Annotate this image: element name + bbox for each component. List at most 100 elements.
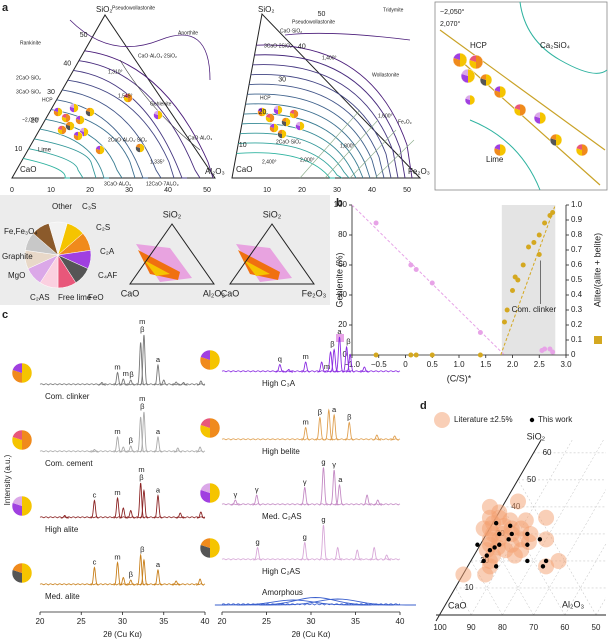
data-point — [501, 319, 507, 325]
peak-label: β — [129, 436, 134, 445]
phase-label: 1,545° — [118, 93, 133, 99]
glyph-wedge — [69, 106, 74, 113]
glyph-wedge — [128, 93, 133, 103]
this-work-point — [492, 545, 497, 550]
peak — [119, 507, 128, 519]
peak-label: γ — [255, 485, 259, 494]
mini-ternary — [129, 223, 215, 285]
pattern-label: Com. clinker — [45, 392, 90, 401]
isotherm — [23, 158, 70, 179]
isotherm — [252, 64, 399, 179]
glyph-wedge — [300, 121, 305, 131]
y2-tick-label: 0.7 — [571, 245, 583, 254]
glyph-wedge — [469, 59, 476, 69]
peak-label: β — [140, 402, 145, 411]
peak — [342, 345, 351, 373]
phase-label: CaO·SiO₂ — [280, 28, 302, 34]
isotherm — [45, 118, 123, 179]
peak-label: γ — [332, 460, 336, 469]
phase-label: HCP — [42, 97, 53, 103]
phase-glyph — [69, 103, 79, 113]
y-tick-label: 60 — [338, 260, 347, 269]
glyph-wedge — [480, 74, 486, 80]
glyph-wedge — [289, 112, 294, 119]
glyph-wedge — [200, 350, 210, 360]
glyph-wedge — [11, 502, 22, 516]
isotherm — [62, 89, 162, 179]
region — [144, 260, 170, 276]
peak — [329, 413, 339, 441]
phase-glyph — [269, 123, 279, 133]
isotherm — [241, 122, 357, 179]
literature-bubble — [478, 542, 495, 559]
glyph-wedge — [265, 116, 270, 123]
glyph-outline — [57, 125, 67, 135]
y-axis-label: Gehlenite (%) — [334, 252, 344, 307]
peak-label: m — [114, 427, 120, 436]
y-tick-label: 40 — [338, 290, 347, 299]
peak — [301, 361, 310, 373]
glyph-wedge — [273, 105, 278, 110]
literature-bubble — [517, 512, 534, 529]
glyph-wedge — [62, 125, 67, 135]
glyph-wedge — [465, 95, 470, 100]
peak — [319, 467, 328, 506]
glyph-wedge — [486, 74, 492, 86]
data-point — [429, 352, 435, 358]
phase-label: 2,400° — [262, 159, 277, 165]
x-tick-label: 2.5 — [534, 360, 546, 369]
peak — [136, 482, 145, 519]
peak-label: a — [156, 355, 161, 364]
glyph-wedge — [12, 436, 22, 450]
legend-label: C₂A — [100, 247, 115, 256]
glyph-wedge — [85, 107, 90, 112]
glyph-outline — [123, 93, 133, 103]
glyph-wedge — [278, 105, 283, 115]
glyph-wedge — [274, 123, 279, 133]
glyph-outline — [11, 562, 33, 584]
glyph-outline — [295, 121, 305, 131]
vertex-label: CaO — [221, 288, 240, 298]
phase-label: Pseudowollastonite — [292, 19, 335, 25]
data-point — [536, 252, 542, 257]
peak — [300, 486, 310, 506]
peak — [113, 561, 122, 586]
phase-glyph — [533, 111, 547, 125]
peak-label: a — [337, 327, 342, 336]
peak-label: a — [338, 475, 343, 484]
tick-label: 40 — [63, 60, 71, 67]
baseline — [39, 583, 206, 586]
panel-label: d — [420, 400, 427, 412]
peak-label: a — [156, 560, 161, 569]
this-work-point — [487, 547, 493, 553]
peak — [390, 435, 399, 441]
glyph-outline — [533, 111, 547, 125]
fit-line — [500, 204, 556, 356]
tick-label: 60 — [560, 623, 569, 632]
literature-bubble — [491, 509, 508, 526]
y2-tick-label: 0.5 — [571, 275, 583, 284]
data-point — [504, 307, 510, 313]
peak — [113, 436, 122, 453]
peak — [362, 494, 372, 506]
data-point — [408, 262, 414, 268]
peak — [259, 598, 417, 606]
glyph-wedge — [57, 128, 62, 135]
legend-label: Free lime — [58, 293, 92, 302]
glyph-outline — [11, 495, 33, 517]
tick-label: 100 — [433, 623, 447, 632]
x-tick-label: 0 — [403, 360, 408, 369]
boundary — [284, 32, 411, 41]
peak — [252, 494, 261, 506]
glyph-wedge — [95, 145, 100, 150]
peak-label: γ — [233, 490, 237, 499]
glyph-wedge — [257, 107, 262, 112]
glyph-wedge — [295, 124, 300, 131]
glyph-outline — [85, 107, 95, 117]
phase-glyph — [199, 482, 221, 504]
glyph-wedge — [461, 73, 468, 83]
phase-glyph — [57, 125, 67, 135]
peak — [369, 546, 379, 561]
peak — [90, 566, 99, 586]
